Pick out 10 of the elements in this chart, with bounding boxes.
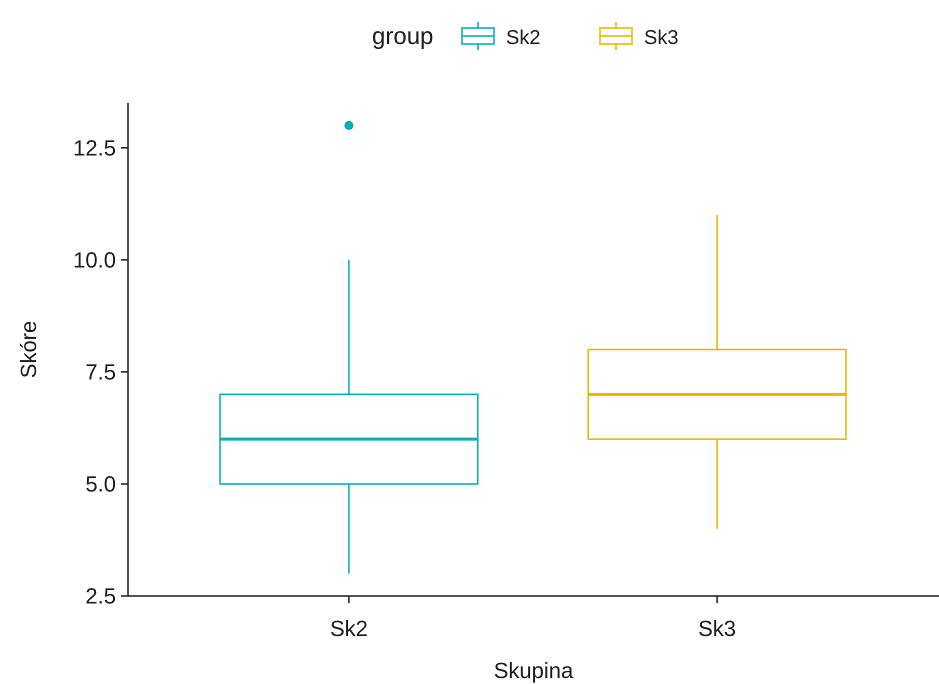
legend-label: Sk3: [644, 27, 678, 49]
y-tick-label: 5.0: [85, 472, 116, 497]
y-tick-label: 10.0: [73, 248, 116, 273]
y-tick-label: 2.5: [85, 584, 116, 609]
legend-title: group: [372, 23, 434, 50]
x-axis-title: Skupina: [494, 658, 574, 683]
y-tick-label: 12.5: [73, 136, 116, 161]
y-tick-label: 7.5: [85, 360, 116, 385]
y-axis-title: Skóre: [16, 320, 41, 378]
legend-label: Sk2: [506, 27, 540, 49]
